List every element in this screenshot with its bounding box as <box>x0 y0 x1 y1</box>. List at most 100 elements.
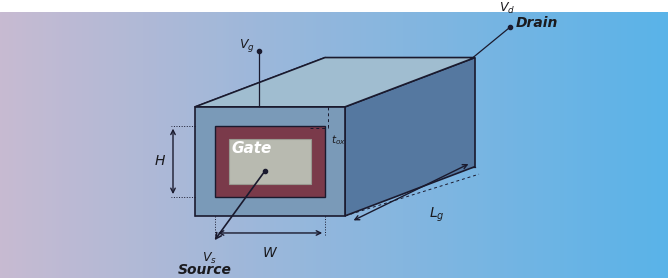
Bar <box>478 12 482 277</box>
Bar <box>574 12 578 277</box>
Bar <box>174 12 178 277</box>
Bar <box>511 12 515 277</box>
Bar <box>147 12 151 277</box>
Bar <box>588 12 592 277</box>
Bar <box>598 12 602 277</box>
Bar <box>548 12 552 277</box>
Bar <box>194 12 198 277</box>
Bar <box>80 12 84 277</box>
Bar <box>581 12 585 277</box>
Bar <box>237 12 241 277</box>
Bar <box>605 12 609 277</box>
Bar <box>564 12 568 277</box>
Bar <box>291 12 295 277</box>
Bar <box>357 12 361 277</box>
Bar <box>100 12 104 277</box>
Bar <box>474 12 478 277</box>
Bar <box>521 12 525 277</box>
Bar <box>284 12 288 277</box>
Bar <box>134 12 138 277</box>
Bar <box>307 12 311 277</box>
Bar <box>561 12 565 277</box>
Bar <box>584 12 589 277</box>
Bar <box>130 12 134 277</box>
Bar <box>247 12 251 277</box>
Bar <box>97 12 101 277</box>
Bar <box>418 12 422 277</box>
Bar <box>635 12 639 277</box>
Bar <box>331 12 335 277</box>
Bar <box>197 12 201 277</box>
Bar <box>73 12 77 277</box>
Bar <box>498 12 502 277</box>
Bar <box>84 12 88 277</box>
Bar <box>384 12 388 277</box>
Bar <box>655 12 659 277</box>
Bar <box>451 12 455 277</box>
Bar <box>645 12 649 277</box>
Bar <box>554 12 558 277</box>
Polygon shape <box>195 57 475 107</box>
Bar <box>207 12 211 277</box>
Bar <box>611 12 615 277</box>
Bar <box>484 12 488 277</box>
Bar <box>271 12 275 277</box>
Bar <box>210 12 214 277</box>
Text: $H$: $H$ <box>154 154 166 168</box>
Text: $t_{ox}$: $t_{ox}$ <box>331 133 346 147</box>
Bar <box>471 12 475 277</box>
Bar <box>30 12 34 277</box>
Bar <box>641 12 645 277</box>
Bar <box>254 12 258 277</box>
Bar <box>578 12 582 277</box>
Bar <box>501 12 505 277</box>
Bar <box>327 12 331 277</box>
Bar <box>184 12 188 277</box>
Bar <box>274 12 278 277</box>
Polygon shape <box>195 107 345 216</box>
Bar <box>458 12 462 277</box>
Bar <box>261 12 265 277</box>
Text: $V_d$: $V_d$ <box>499 1 515 16</box>
Bar <box>344 12 348 277</box>
Bar <box>621 12 625 277</box>
Bar <box>377 12 381 277</box>
Bar <box>240 12 244 277</box>
Bar <box>187 12 191 277</box>
Bar <box>150 12 154 277</box>
Bar <box>164 12 168 277</box>
Bar <box>665 12 668 277</box>
Bar <box>354 12 358 277</box>
Bar <box>281 12 285 277</box>
Bar <box>180 12 184 277</box>
Bar <box>658 12 662 277</box>
Text: $V_s$: $V_s$ <box>202 251 216 266</box>
Bar <box>257 12 261 277</box>
Bar <box>544 12 548 277</box>
Bar <box>334 12 338 277</box>
Bar <box>404 12 408 277</box>
Bar <box>287 12 291 277</box>
Bar <box>27 12 31 277</box>
Bar <box>454 12 458 277</box>
Bar <box>434 12 438 277</box>
Bar <box>154 12 158 277</box>
Bar <box>244 12 248 277</box>
Bar <box>568 12 572 277</box>
Bar <box>461 12 465 277</box>
Bar <box>397 12 401 277</box>
Bar <box>204 12 208 277</box>
Bar <box>625 12 629 277</box>
Bar <box>324 12 328 277</box>
Bar <box>361 12 365 277</box>
Polygon shape <box>215 126 325 197</box>
Bar <box>601 12 605 277</box>
Bar <box>401 12 405 277</box>
Bar <box>531 12 535 277</box>
Bar <box>200 12 204 277</box>
Bar <box>63 12 67 277</box>
Bar <box>127 12 131 277</box>
Bar <box>140 12 144 277</box>
Bar <box>311 12 315 277</box>
Bar <box>57 12 61 277</box>
